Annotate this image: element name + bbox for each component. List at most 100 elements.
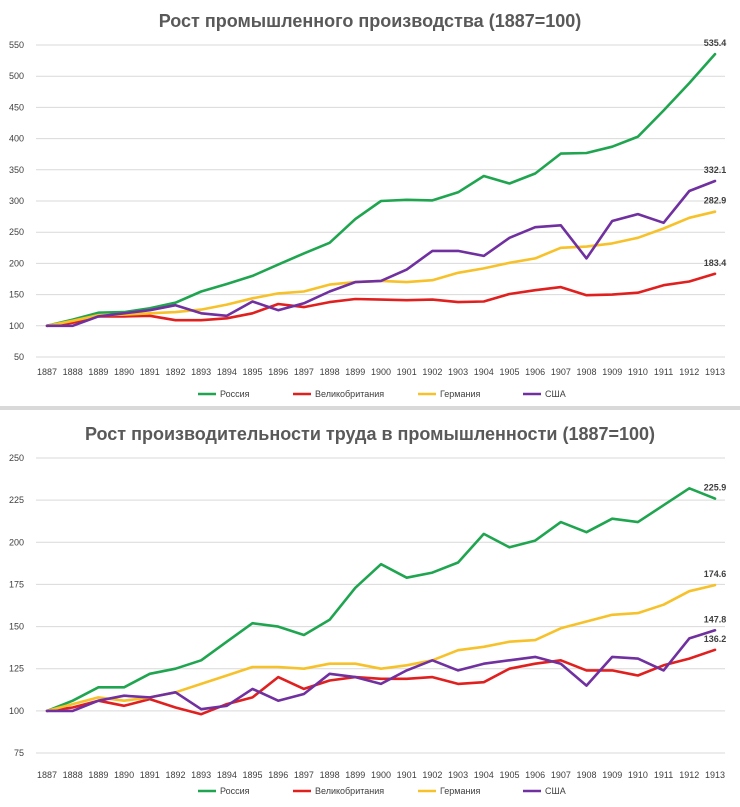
x-tick-label: 1896 <box>268 367 288 377</box>
x-tick-label: 1913 <box>705 367 725 377</box>
legend-label: Россия <box>220 786 250 796</box>
x-tick-label: 1899 <box>345 367 365 377</box>
data-label: 332.1 <box>704 165 727 175</box>
x-tick-label: 1910 <box>628 367 648 377</box>
x-tick-label: 1889 <box>88 770 108 780</box>
x-tick-label: 1903 <box>448 770 468 780</box>
x-tick-label: 1906 <box>525 367 545 377</box>
y-tick-label: 150 <box>9 622 24 632</box>
series-line <box>45 648 717 716</box>
legend-label: США <box>545 786 566 796</box>
x-tick-label: 1901 <box>397 770 417 780</box>
x-tick-label: 1899 <box>345 770 365 780</box>
x-tick-label: 1904 <box>474 770 494 780</box>
x-tick-label: 1898 <box>320 367 340 377</box>
y-tick-label: 125 <box>9 664 24 674</box>
chart-panel-production: Рост промышленного производства (1887=10… <box>8 11 727 399</box>
x-tick-label: 1912 <box>679 367 699 377</box>
y-tick-label: 50 <box>14 352 24 362</box>
panel-separator <box>0 406 740 410</box>
x-tick-label: 1912 <box>679 770 699 780</box>
y-tick-label: 550 <box>9 40 24 50</box>
series-line <box>45 583 717 713</box>
x-tick-label: 1897 <box>294 367 314 377</box>
x-tick-label: 1888 <box>63 770 83 780</box>
y-tick-label: 150 <box>9 290 24 300</box>
y-tick-label: 100 <box>9 321 24 331</box>
x-tick-label: 1910 <box>628 770 648 780</box>
y-tick-label: 175 <box>9 579 24 589</box>
x-tick-label: 1894 <box>217 770 237 780</box>
series-line <box>45 487 717 713</box>
x-tick-label: 1891 <box>140 367 160 377</box>
y-tick-label: 250 <box>9 227 24 237</box>
x-tick-label: 1900 <box>371 770 391 780</box>
series-line <box>45 179 717 328</box>
x-tick-label: 1887 <box>37 770 57 780</box>
x-tick-label: 1889 <box>88 367 108 377</box>
y-tick-label: 75 <box>14 748 24 758</box>
production-chart: Рост промышленного производства (1887=10… <box>9 11 727 399</box>
x-tick-label: 1907 <box>551 367 571 377</box>
legend-label: США <box>545 389 566 399</box>
x-tick-label: 1900 <box>371 367 391 377</box>
x-tick-label: 1905 <box>499 770 519 780</box>
x-tick-label: 1913 <box>705 770 725 780</box>
data-label: 535.4 <box>704 38 727 48</box>
productivity-chart: Рост производительности труда в промышле… <box>9 424 727 796</box>
data-label: 147.8 <box>704 614 727 624</box>
data-label: 183.4 <box>704 258 727 268</box>
data-label: 136.2 <box>704 634 727 644</box>
y-tick-label: 200 <box>9 258 24 268</box>
x-tick-label: 1911 <box>654 770 673 780</box>
x-tick-label: 1909 <box>602 770 622 780</box>
x-tick-label: 1911 <box>654 367 673 377</box>
x-tick-label: 1896 <box>268 770 288 780</box>
x-tick-label: 1898 <box>320 770 340 780</box>
legend-label: Германия <box>440 389 480 399</box>
x-tick-label: 1908 <box>577 367 597 377</box>
y-tick-label: 200 <box>9 537 24 547</box>
x-tick-label: 1903 <box>448 367 468 377</box>
x-tick-label: 1905 <box>499 367 519 377</box>
x-tick-label: 1909 <box>602 367 622 377</box>
x-tick-label: 1906 <box>525 770 545 780</box>
legend-label: Германия <box>440 786 480 796</box>
data-label: 282.9 <box>704 196 727 206</box>
y-tick-label: 450 <box>9 102 24 112</box>
data-label: 174.6 <box>704 569 727 579</box>
x-tick-label: 1902 <box>422 367 442 377</box>
legend-label: Россия <box>220 389 250 399</box>
series-line <box>45 272 717 328</box>
legend-label: Великобритания <box>315 389 384 399</box>
x-tick-label: 1892 <box>165 367 185 377</box>
x-tick-label: 1888 <box>63 367 83 377</box>
series-line <box>45 52 717 328</box>
x-tick-label: 1904 <box>474 367 494 377</box>
x-tick-label: 1892 <box>165 770 185 780</box>
y-tick-label: 500 <box>9 71 24 81</box>
x-tick-label: 1891 <box>140 770 160 780</box>
x-tick-label: 1895 <box>243 770 263 780</box>
x-tick-label: 1907 <box>551 770 571 780</box>
x-tick-label: 1902 <box>422 770 442 780</box>
chart-panel-productivity: Рост производительности труда в промышле… <box>0 410 740 807</box>
series-line <box>45 629 717 713</box>
x-tick-label: 1887 <box>37 367 57 377</box>
y-tick-label: 100 <box>9 706 24 716</box>
x-tick-label: 1901 <box>397 367 417 377</box>
x-tick-label: 1897 <box>294 770 314 780</box>
y-tick-label: 250 <box>9 453 24 463</box>
y-tick-label: 400 <box>9 134 24 144</box>
y-tick-label: 225 <box>9 495 24 505</box>
x-tick-label: 1890 <box>114 770 134 780</box>
x-tick-label: 1895 <box>243 367 263 377</box>
x-tick-label: 1890 <box>114 367 134 377</box>
x-tick-label: 1894 <box>217 367 237 377</box>
legend-label: Великобритания <box>315 786 384 796</box>
x-tick-label: 1893 <box>191 367 211 377</box>
y-tick-label: 350 <box>9 165 24 175</box>
chart-title: Рост производительности труда в промышле… <box>85 424 655 444</box>
chart-title: Рост промышленного производства (1887=10… <box>159 11 582 31</box>
x-tick-label: 1893 <box>191 770 211 780</box>
